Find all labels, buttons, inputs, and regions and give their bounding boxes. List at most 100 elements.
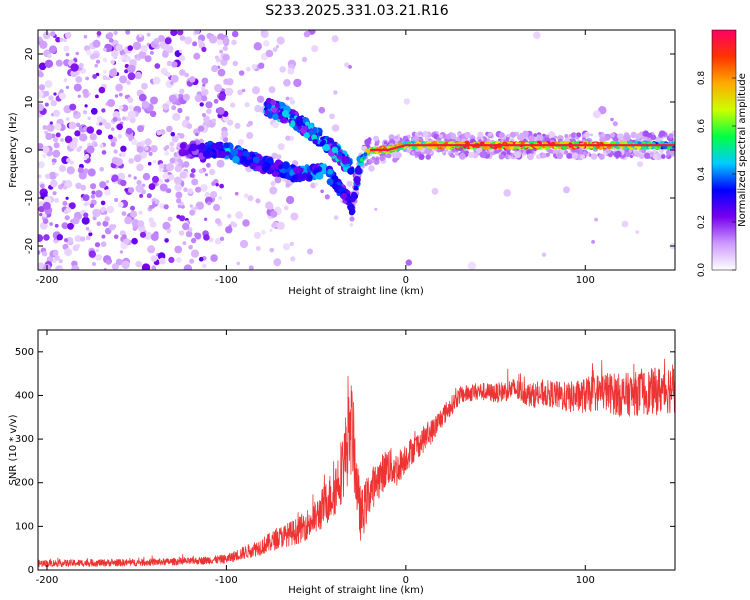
spectrogram-cell <box>103 47 107 52</box>
spectrogram-cell <box>290 212 299 221</box>
spectrogram-cell <box>44 102 49 107</box>
spectrogram-cell <box>117 172 126 181</box>
spectrogram-cell <box>138 210 143 215</box>
spectrogram-cell <box>113 149 118 154</box>
spectrogram-cell <box>418 131 423 136</box>
spectrogram-cell <box>190 237 197 244</box>
spectrogram-cell <box>322 144 331 152</box>
spectrogram-cell <box>81 216 90 225</box>
spectrogram-cell <box>131 219 140 227</box>
spectrogram-cell <box>570 132 577 139</box>
spectrogram-cell <box>174 164 183 173</box>
spectrogram-cell <box>552 149 559 155</box>
spectrogram-cell <box>148 151 153 156</box>
spectrogram-cell <box>215 218 221 225</box>
spectrogram-cell <box>141 82 148 90</box>
x-tick-label: -200 <box>36 575 59 586</box>
spectrogram-cell <box>265 49 274 58</box>
spectrogram-cell <box>42 31 51 40</box>
spectrogram-cell <box>162 221 171 230</box>
spectrogram-x-axis-label: Height of straight line (km) <box>288 286 424 297</box>
spectrogram-cell <box>142 172 151 181</box>
spectrogram-cell <box>341 156 350 165</box>
spectrogram-cell <box>105 259 111 265</box>
colorbar-tick-label: 0.2 <box>697 215 707 229</box>
spectrogram-cell <box>487 132 492 137</box>
spectrogram-cell <box>167 216 173 222</box>
spectrogram-cell <box>545 152 550 157</box>
spectrogram-cell <box>158 257 166 265</box>
spectrogram-cell <box>93 53 99 59</box>
spectrogram-cell <box>479 151 487 159</box>
spectrogram-cell <box>139 193 144 198</box>
spectrogram-cell <box>198 256 204 262</box>
spectrogram-cell <box>169 141 175 147</box>
spectrogram-cell <box>346 180 353 187</box>
spectrogram-cell <box>286 195 295 205</box>
spectrogram-cell <box>179 69 186 76</box>
spectrogram-cell <box>610 117 614 122</box>
spectrogram-cell <box>289 241 294 247</box>
spectrogram-cell <box>124 116 130 122</box>
spectrogram-cell <box>303 31 311 38</box>
spectrogram-cell <box>418 153 425 160</box>
spectrogram-cell <box>227 119 234 126</box>
spectrogram-cell <box>608 153 613 158</box>
y-tick-label: 10 <box>24 96 35 109</box>
spectrogram-cell <box>38 161 45 169</box>
spectrogram-cell <box>320 189 324 194</box>
spectrogram-cell <box>159 183 168 192</box>
spectrogram-cell <box>431 187 439 195</box>
spectrogram-cell <box>194 30 200 35</box>
spectrogram-cell <box>74 235 82 243</box>
spectrogram-cell <box>254 104 262 113</box>
spectrogram-cell <box>576 132 582 138</box>
spectrogram-cell <box>69 141 78 150</box>
spectrogram-cell <box>571 152 579 160</box>
spectrogram-cell <box>117 134 123 139</box>
spectrogram-cell <box>537 134 544 141</box>
spectrogram-cell <box>128 187 135 194</box>
spectrogram-cell <box>499 132 505 138</box>
spectrogram-cell <box>239 239 249 249</box>
spectrogram-cell <box>268 86 276 94</box>
spectrogram-cell <box>120 151 126 157</box>
spectrogram-cell <box>486 150 490 154</box>
spectrogram-cell <box>194 206 198 210</box>
spectrogram-cell <box>107 99 116 107</box>
spectrogram-y-ticks: -20 -10 0 10 20 <box>24 48 675 254</box>
spectrogram-cell <box>331 35 339 43</box>
spectrogram-cell <box>52 250 59 257</box>
spectrogram-cell <box>115 258 123 266</box>
spectrogram-cell <box>252 156 260 164</box>
spectrogram-cell <box>61 222 69 230</box>
spectrogram-cell <box>127 45 133 51</box>
spectrogram-cell <box>265 201 274 210</box>
spectrogram-cell <box>45 132 53 140</box>
spectrogram-cell <box>179 215 186 222</box>
spectrogram-cell <box>231 39 237 46</box>
spectrogram-cell <box>415 132 419 136</box>
spectrogram-cell <box>598 153 605 160</box>
spectrogram-cell <box>85 76 89 81</box>
spectrogram-cell <box>269 228 273 232</box>
spectrogram-cell <box>190 168 196 174</box>
y-tick-label: -10 <box>24 190 35 206</box>
spectrogram-cell <box>200 184 208 192</box>
spectrogram-cell <box>96 129 102 136</box>
spectrogram-cell <box>333 215 339 220</box>
spectrogram-cell <box>392 157 398 163</box>
spectrogram-cell <box>302 172 308 178</box>
spectrogram-cell <box>270 210 278 218</box>
spectrogram-cell <box>84 153 90 159</box>
spectrogram-cell <box>55 36 61 43</box>
spectrogram-cell <box>119 75 128 84</box>
spectrogram-cell <box>154 199 160 205</box>
spectrogram-cell <box>38 250 41 255</box>
spectrogram-cell <box>202 91 207 96</box>
spectrogram-cell <box>130 210 138 218</box>
spectrogram-cell <box>103 210 108 215</box>
spectrogram-cell <box>353 186 359 191</box>
x-tick-label: -100 <box>215 575 238 586</box>
spectrogram-cell <box>93 143 98 147</box>
